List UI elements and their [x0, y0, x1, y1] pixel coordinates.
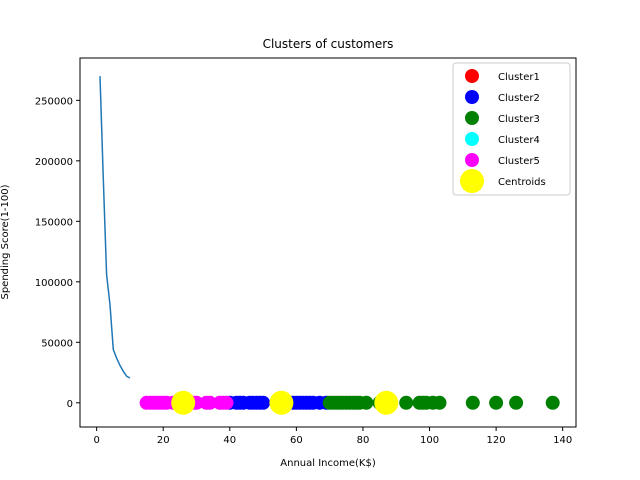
- chart-title: Clusters of customers: [263, 37, 394, 51]
- y-tick-label: 50000: [41, 338, 73, 349]
- legend: Cluster1 Cluster2 Cluster3 Cluster4 Cluster5…: [452, 62, 571, 196]
- x-tick-label: 80: [357, 435, 370, 446]
- legend-marker: [460, 169, 484, 193]
- y-tick-label: 100000: [35, 278, 73, 289]
- x-tick-label: 60: [290, 435, 303, 446]
- legend-marker: [465, 90, 479, 104]
- x-tick-label: 0: [93, 435, 99, 446]
- x-tick-label: 20: [157, 435, 170, 446]
- legend-marker: [465, 111, 479, 125]
- cluster2-point: [256, 395, 271, 410]
- x-tick-label: 40: [223, 435, 236, 446]
- y-axis-title: Spending Score(1-100): [0, 184, 11, 299]
- cluster5-point: [219, 395, 234, 410]
- cluster3-point: [465, 395, 480, 410]
- centroids-point: [171, 390, 196, 415]
- legend-marker: [465, 153, 479, 167]
- legend-frame: [452, 62, 571, 196]
- legend-label: Cluster3: [498, 114, 540, 125]
- cluster3-point: [432, 395, 447, 410]
- legend-label: Cluster1: [498, 72, 540, 83]
- cluster3-point: [509, 395, 524, 410]
- legend-label: Cluster5: [498, 156, 540, 167]
- plot-area: [99, 76, 560, 415]
- axes: 0 20 40 60 80 100 120 140 0 50000 100000 150000 2000…: [35, 57, 577, 446]
- legend-label: Cluster2: [498, 93, 540, 104]
- y-tick-label: 200000: [35, 157, 73, 168]
- centroids-point: [374, 390, 399, 415]
- cluster3-point: [545, 395, 560, 410]
- y-tick-label: 250000: [35, 96, 73, 107]
- cluster3-point: [359, 395, 374, 410]
- legend-label: Centroids: [498, 177, 546, 188]
- axes-frame: [79, 57, 577, 428]
- x-tick-label: 100: [420, 435, 439, 446]
- y-tick-label: 150000: [35, 217, 73, 228]
- cluster3-point: [399, 395, 414, 410]
- legend-label: Cluster4: [498, 135, 540, 146]
- legend-marker: [465, 69, 479, 83]
- cluster5-point: [202, 395, 217, 410]
- cluster3-point: [489, 395, 504, 410]
- centroids-point: [269, 390, 294, 415]
- x-tick-label: 140: [553, 435, 572, 446]
- x-axis-title: Annual Income(K$): [280, 458, 376, 469]
- legend-marker: [465, 132, 479, 146]
- x-tick-label: 120: [487, 435, 506, 446]
- elbow-line: [99, 76, 131, 379]
- y-tick-label: 0: [67, 399, 73, 410]
